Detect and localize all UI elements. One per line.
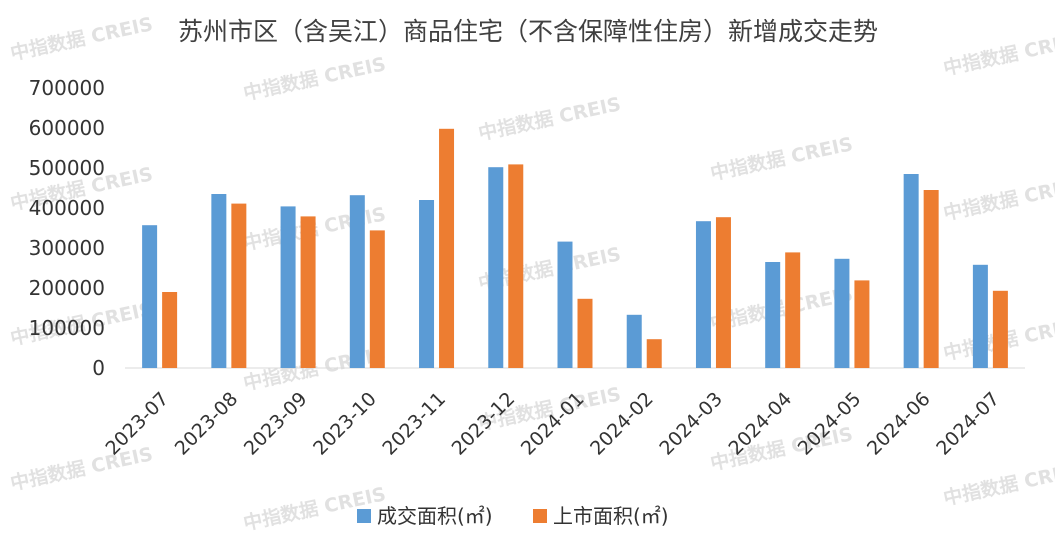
bar-deal-area — [903, 174, 919, 368]
legend-label: 成交面积(㎡) — [377, 504, 493, 528]
bar-listed-area — [162, 292, 178, 368]
y-tick-label: 200000 — [29, 276, 105, 300]
x-tick-label: 2023-08 — [171, 388, 243, 460]
watermark-text: 中指数据 CREIS — [941, 172, 1055, 225]
bar-listed-area — [715, 217, 731, 368]
bar-listed-area — [439, 128, 455, 368]
watermark-text: 中指数据 CREIS — [476, 92, 623, 145]
watermark-text: 中指数据 CREIS — [241, 482, 388, 535]
watermark-text: 中指数据 CREIS — [241, 52, 388, 105]
bar-listed-area — [231, 203, 247, 368]
y-tick-label: 0 — [92, 356, 105, 380]
bar-deal-area — [626, 314, 642, 368]
x-tick-label: 2024-07 — [932, 388, 1004, 460]
bar-listed-area — [369, 230, 385, 368]
bar-deal-area — [280, 206, 296, 368]
bar-listed-area — [785, 252, 801, 368]
legend-swatch — [357, 509, 371, 523]
bar-deal-area — [695, 221, 711, 368]
legend-label: 上市面积(㎡) — [553, 504, 669, 528]
y-tick-label: 300000 — [29, 236, 105, 260]
x-tick-label: 2023-10 — [309, 388, 381, 460]
x-tick-label: 2023-09 — [240, 388, 312, 460]
x-tick-label: 2023-11 — [378, 388, 450, 460]
watermark-text: 中指数据 CREIS — [8, 442, 155, 495]
y-tick-label: 600000 — [29, 116, 105, 140]
y-tick-label: 400000 — [29, 196, 105, 220]
watermark-text: 中指数据 CREIS — [941, 27, 1055, 80]
bar-deal-area — [834, 258, 850, 368]
watermark-text: 中指数据 CREIS — [8, 12, 155, 65]
chart-title: 苏州市区（含吴江）商品住宅（不含保障性住房）新增成交走势 — [178, 17, 878, 46]
bar-deal-area — [488, 167, 504, 368]
x-tick-label: 2024-03 — [655, 388, 727, 460]
watermark-text: 中指数据 CREIS — [708, 132, 855, 185]
bar-listed-area — [992, 290, 1008, 368]
watermark-text: 中指数据 CREIS — [941, 457, 1055, 510]
bar-listed-area — [854, 280, 870, 368]
bar-listed-area — [923, 190, 939, 368]
y-tick-label: 100000 — [29, 316, 105, 340]
bar-deal-area — [211, 194, 227, 368]
bar-deal-area — [419, 200, 435, 368]
y-tick-label: 700000 — [29, 76, 105, 100]
bar-deal-area — [972, 264, 988, 368]
bar-deal-area — [142, 225, 158, 368]
bar-deal-area — [557, 241, 573, 368]
y-axis: 0 100000 200000 300000 400000 500000 600000 700… — [29, 76, 105, 380]
bar-listed-area — [577, 298, 593, 368]
bars-layer — [142, 128, 1008, 368]
x-tick-label: 2024-06 — [863, 388, 935, 460]
bar-deal-area — [765, 262, 781, 368]
y-tick-label: 500000 — [29, 156, 105, 180]
legend-swatch — [533, 509, 547, 523]
legend: 成交面积(㎡) 上市面积(㎡) — [357, 504, 669, 528]
bar-deal-area — [349, 195, 365, 368]
bar-listed-area — [508, 164, 524, 368]
bar-listed-area — [646, 339, 662, 368]
bar-listed-area — [300, 216, 316, 368]
